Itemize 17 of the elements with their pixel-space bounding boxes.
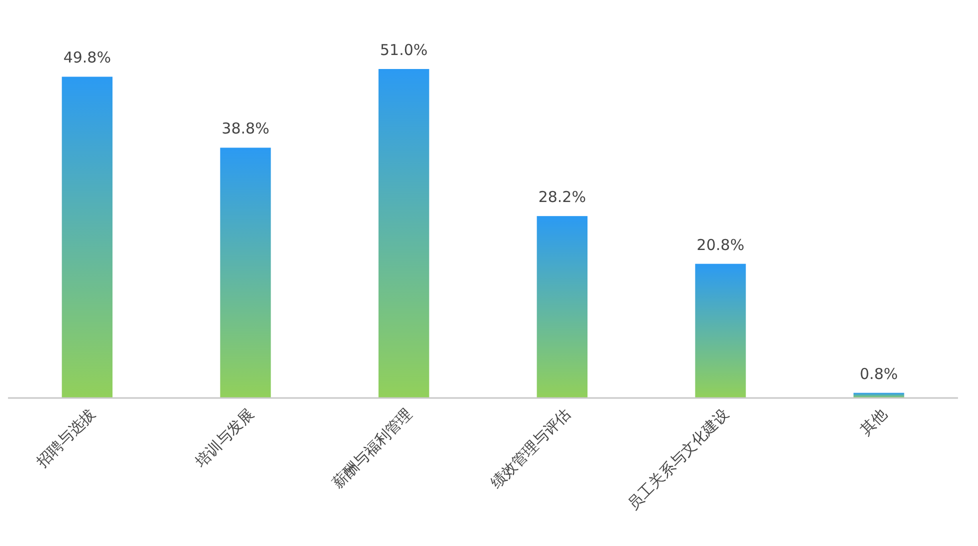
bar: [220, 148, 271, 398]
bar: [62, 76, 112, 398]
x-tick-label: 员工关系与文化建设: [624, 404, 732, 514]
data-label: 51.0%: [380, 41, 428, 59]
bar: [695, 264, 746, 398]
data-label: 20.8%: [696, 236, 744, 254]
bar: [378, 69, 430, 398]
data-label: 38.8%: [222, 120, 270, 138]
data-label: 49.8%: [63, 48, 111, 67]
x-tick-label: 招聘与选拔: [32, 404, 99, 472]
data-label: 0.8%: [860, 364, 898, 383]
x-tick-label: 其他: [856, 404, 891, 439]
x-tick-label: 薪酬与福利管理: [328, 404, 416, 492]
x-tick-label: 培训与发展: [190, 404, 258, 472]
bar: [536, 216, 588, 398]
x-tick-label: 绩效管理与评估: [486, 404, 574, 492]
data-label: 28.2%: [538, 188, 586, 206]
